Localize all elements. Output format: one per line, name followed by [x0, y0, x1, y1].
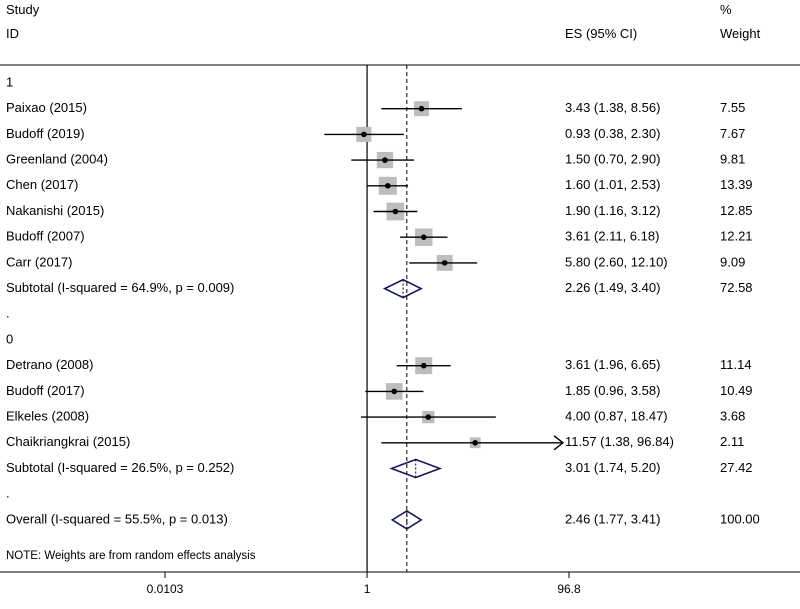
- es-ci-value: 3.61 (2.11, 6.18): [565, 229, 659, 244]
- study-point-estimate: [472, 440, 478, 446]
- study-label: Budoff (2019): [6, 126, 85, 141]
- study-label: Chaikriangkrai (2015): [6, 434, 130, 449]
- study-label: Paixao (2015): [6, 100, 87, 115]
- es-ci-value: 5.80 (2.60, 12.10): [565, 254, 668, 269]
- spacer-dot: .: [6, 486, 10, 501]
- es-ci-value: 1.60 (1.01, 2.53): [565, 177, 660, 192]
- subtotal-diamond: [389, 458, 443, 479]
- es-ci-value: 0.93 (0.38, 2.30): [565, 126, 660, 141]
- study-label: Detrano (2008): [6, 357, 93, 372]
- es-ci-value: 1.50 (0.70, 2.90): [565, 152, 660, 167]
- ci-arrow-icon: [553, 435, 565, 451]
- es-ci-value: 3.43 (1.38, 8.56): [565, 100, 660, 115]
- weight-value: 12.21: [720, 229, 753, 244]
- study-label: Chen (2017): [6, 177, 78, 192]
- weight-percent-header-label: %: [720, 2, 732, 17]
- weight-value: 3.68: [720, 409, 745, 424]
- study-point-estimate: [392, 208, 399, 215]
- study-label: Nakanishi (2015): [6, 203, 104, 218]
- es-ci-value: 2.26 (1.49, 3.40): [565, 280, 660, 295]
- es-ci-value: 1.90 (1.16, 3.12): [565, 203, 660, 218]
- subtotal-label: Subtotal (I-squared = 26.5%, p = 0.252): [6, 460, 234, 475]
- es-ci-value: 11.57 (1.38, 96.84): [565, 434, 674, 449]
- weight-value: 7.55: [720, 100, 745, 115]
- es-ci-value: 3.61 (1.96, 6.65): [565, 357, 660, 372]
- overall-label: Overall (I-squared = 55.5%, p = 0.013): [6, 511, 228, 526]
- es-ci-value: 1.85 (0.96, 3.58): [565, 383, 660, 398]
- weight-value: 7.67: [720, 126, 745, 141]
- weight-value: 100.00: [720, 511, 760, 526]
- x-tick-label: 0.0103: [147, 582, 184, 596]
- study-label: Greenland (2004): [6, 152, 108, 167]
- weight-value: 11.14: [720, 357, 752, 372]
- weight-header-label: Weight: [720, 26, 761, 41]
- weight-value: 10.49: [720, 383, 753, 398]
- weight-value: 72.58: [720, 280, 753, 295]
- weight-value: 9.81: [720, 152, 745, 167]
- study-point-estimate: [382, 157, 388, 163]
- group-label: 1: [6, 74, 13, 89]
- spacer-dot: .: [6, 306, 10, 321]
- weight-value: 9.09: [720, 254, 745, 269]
- study-label: Elkeles (2008): [6, 409, 89, 424]
- subtotal-diamond: [382, 278, 423, 299]
- study-point-estimate: [391, 388, 398, 395]
- weight-value: 12.85: [720, 203, 753, 218]
- es-header-label: ES (95% CI): [565, 26, 638, 41]
- study-label: Carr (2017): [6, 254, 72, 269]
- study-point-estimate: [361, 131, 367, 138]
- x-tick-label: 96.8: [557, 582, 581, 596]
- study-point-estimate: [418, 105, 425, 112]
- study-label: Budoff (2007): [6, 229, 85, 244]
- study-point-estimate: [420, 362, 427, 369]
- study-point-estimate: [385, 183, 391, 189]
- id-header-label: ID: [6, 26, 19, 41]
- study-point-estimate: [441, 260, 448, 266]
- weight-value: 2.11: [720, 434, 744, 449]
- group-label: 0: [6, 331, 13, 346]
- weight-value: 27.42: [720, 460, 753, 475]
- study-label: Budoff (2017): [6, 383, 85, 398]
- es-ci-value: 4.00 (0.87, 18.47): [565, 409, 668, 424]
- weight-value: 13.39: [720, 177, 753, 192]
- overall-diamond: [390, 509, 423, 530]
- footnote: NOTE: Weights are from random effects an…: [6, 550, 256, 562]
- study-header-label: Study: [6, 2, 40, 17]
- study-point-estimate: [425, 414, 432, 420]
- study-point-estimate: [420, 234, 427, 240]
- x-tick-label: 1: [364, 582, 371, 596]
- subtotal-label: Subtotal (I-squared = 64.9%, p = 0.009): [6, 280, 234, 295]
- es-ci-value: 2.46 (1.77, 3.41): [565, 511, 660, 526]
- es-ci-value: 3.01 (1.74, 5.20): [565, 460, 660, 475]
